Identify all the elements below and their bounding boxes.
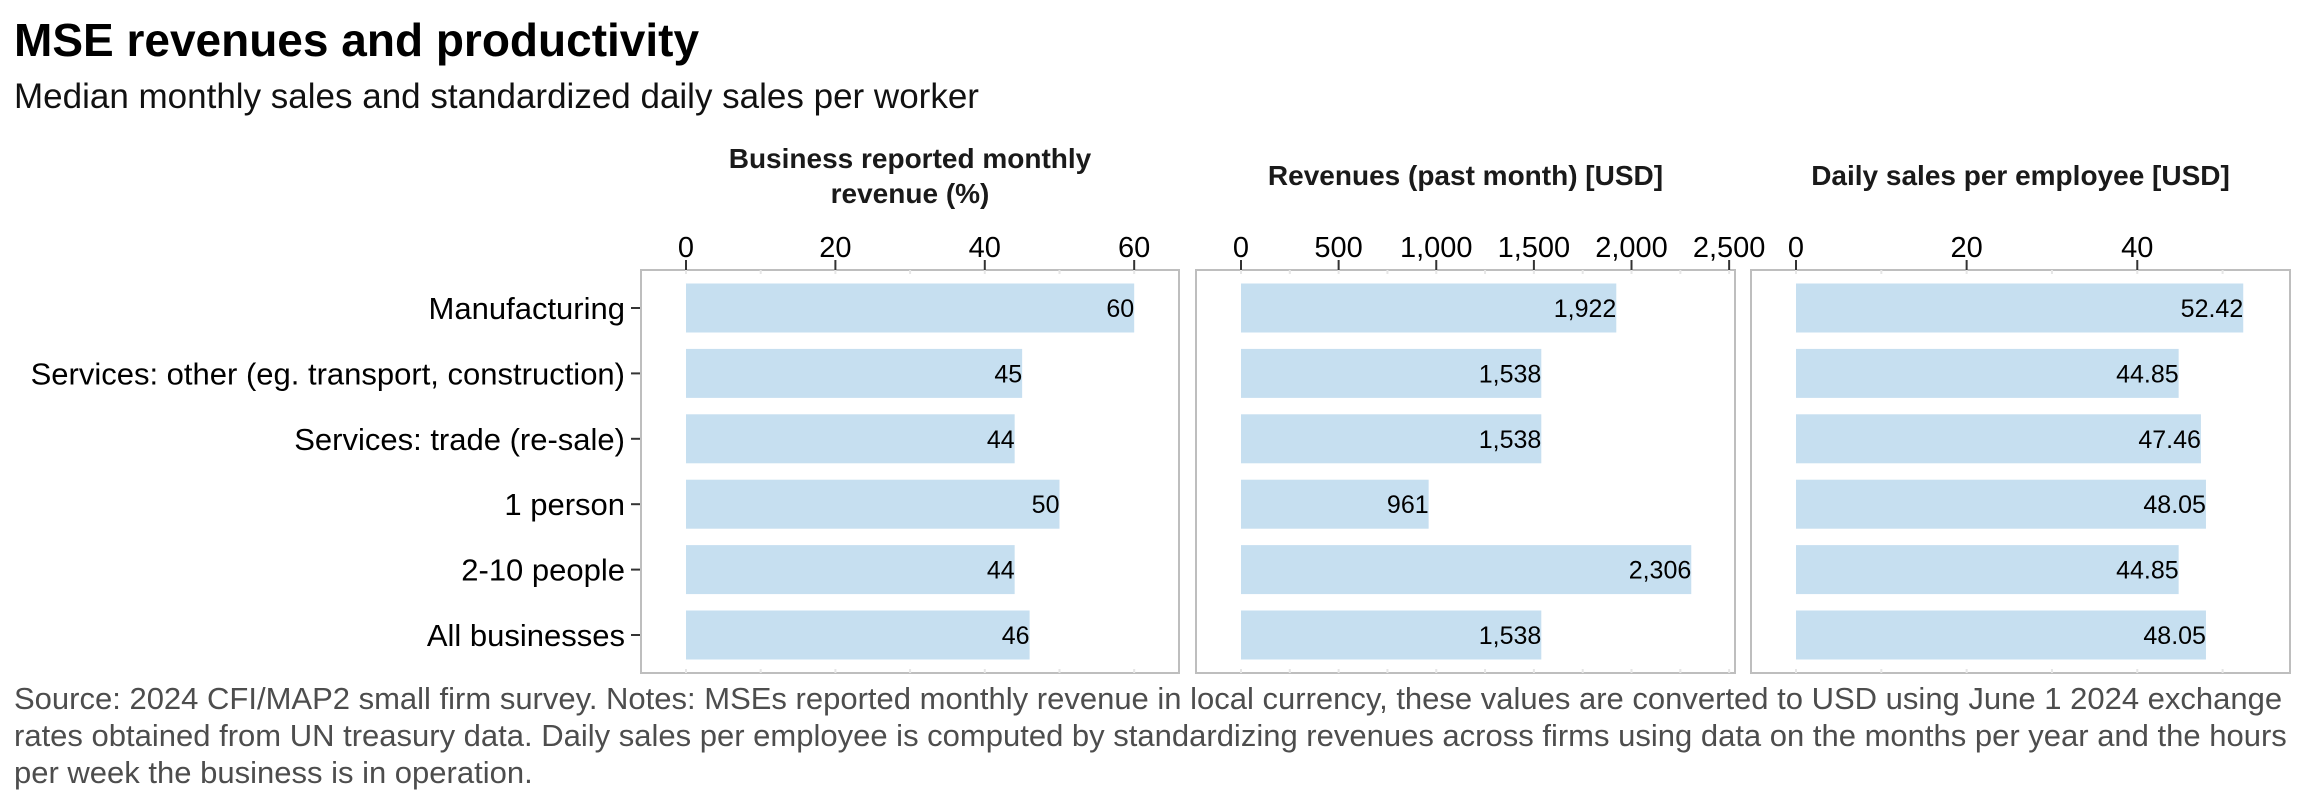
panel-border [1750,269,2291,674]
bar [1241,283,1617,333]
bar [686,414,1015,464]
panel-1: Business reported monthly revenue (%) 0 20 4… [640,143,1180,674]
bar [1796,283,2244,333]
x-tick-label: 40 [969,232,1001,264]
bar-value-label: 1,538 [1479,622,1542,650]
category-label: Services: other (eg. transport, construc… [31,356,625,391]
bar-value-label: 44.85 [2116,557,2179,585]
bar-value-label: 48.05 [2143,622,2206,650]
panel-title: Business reported monthly [729,143,1092,174]
bar [1241,479,1429,529]
bar-value-label: 48.05 [2143,491,2206,519]
bar [1796,610,2206,660]
bar [1241,545,1692,595]
bar [686,283,1135,333]
category-label: 2-10 people [461,553,625,588]
bar-value-label: 60 [1106,295,1134,323]
x-tick-label: 500 [1314,232,1362,264]
bar [1241,414,1542,464]
category-label: Services: trade (re-sale) [294,422,625,457]
bar-value-label: 1,538 [1479,426,1542,454]
category-label: All businesses [427,618,625,653]
bar-value-label: 47.46 [2138,426,2201,454]
bar [1796,348,2179,398]
x-tick-label: 1,000 [1400,232,1473,264]
x-tick-label: 20 [1951,232,1983,264]
bar-value-label: 46 [1002,622,1030,650]
x-tick-label: 0 [678,232,694,264]
x-tick-label: 40 [2121,232,2153,264]
chart-title: MSE revenues and productivity [14,14,700,66]
panel-border [1195,269,1736,674]
bar-value-label: 961 [1387,491,1429,519]
x-tick-label: 2,500 [1693,232,1766,264]
category-label: 1 person [504,487,625,522]
x-tick-label: 60 [1118,232,1150,264]
bar-value-label: 2,306 [1629,557,1692,585]
bar-value-label: 1,922 [1554,295,1617,323]
bar-value-label: 44.85 [2116,360,2179,388]
bar [1241,610,1542,660]
bar [686,479,1060,529]
bar-value-label: 45 [994,360,1022,388]
category-label: Manufacturing [429,291,625,326]
x-tick-label: 2,000 [1595,232,1668,264]
x-tick-label: 0 [1788,232,1804,264]
bar-value-label: 1,538 [1479,360,1542,388]
panel-2: Revenues (past month) [USD] 0 500 1,000 1,50… [1195,160,1766,674]
bar-value-label: 52.42 [2181,295,2244,323]
panel-title: Revenues (past month) [USD] [1268,160,1663,191]
bar [686,545,1015,595]
bar [686,348,1023,398]
bar [686,610,1030,660]
bar [1796,545,2179,595]
bar-value-label: 44 [987,557,1015,585]
chart-subtitle: Median monthly sales and standardized da… [14,77,979,116]
bar [1241,348,1542,398]
chart-caption: Source: 2024 CFI/MAP2 small firm survey.… [14,681,2287,790]
x-tick-label: 0 [1233,232,1249,264]
bar-value-label: 50 [1032,491,1060,519]
bar-value-label: 44 [987,426,1015,454]
bar [1796,479,2206,529]
panel-3: Daily sales per employee [USD] 0 20 40 52.42… [1750,160,2291,674]
x-tick-label: 20 [819,232,851,264]
x-tick-label: 1,500 [1498,232,1571,264]
bar [1796,414,2201,464]
panel-title: Daily sales per employee [USD] [1811,160,2230,191]
panel-title: revenue (%) [831,178,990,209]
